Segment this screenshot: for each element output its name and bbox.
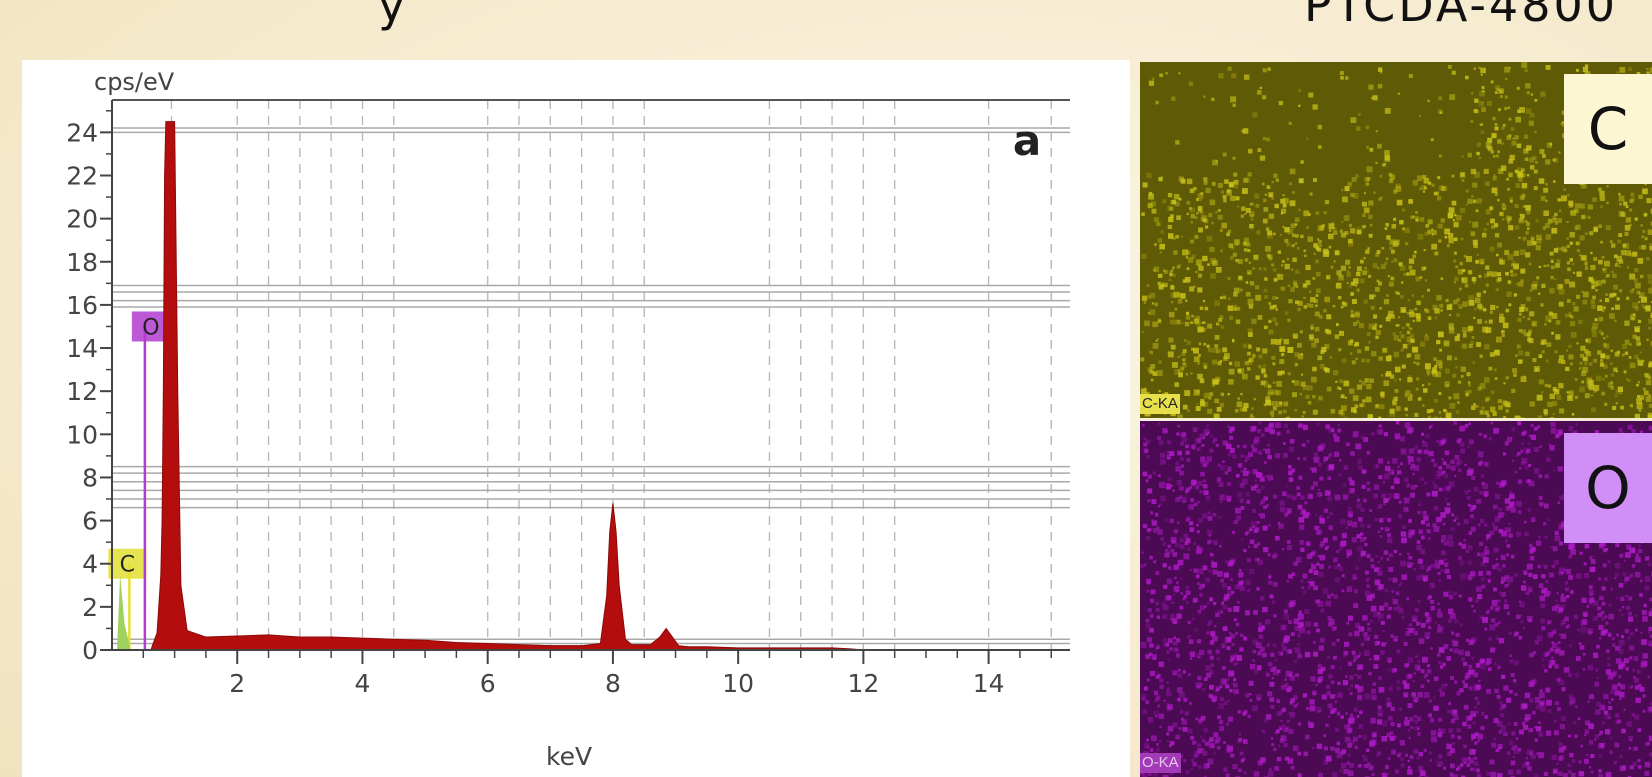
y-tick-label-12: 24 [66, 118, 98, 147]
y-tick-label-9: 18 [66, 248, 98, 277]
oxygen-map-tag: O [1564, 433, 1652, 543]
sample-label: PTCDA-4800 [1304, 0, 1618, 32]
oxygen-map-panel: O O-KA [1140, 421, 1652, 777]
element-marker-label-c: C [120, 553, 135, 578]
y-axis-label: cps/eV [94, 68, 175, 96]
y-tick-label-8: 16 [66, 291, 98, 320]
y-tick-label-10: 20 [66, 205, 98, 234]
panel-label: a [1013, 116, 1041, 165]
oxygen-ka-label: O-KA [1140, 753, 1181, 773]
y-tick-label-5: 10 [66, 420, 98, 449]
x-tick-label-3: 8 [605, 669, 621, 698]
element-marker-box-c [108, 548, 147, 579]
carbon-map-tag: C [1564, 74, 1652, 184]
eds-spectrum-panel: C O 0 2 4 6 8 10 12 14 16 18 20 22 24 2 4 6 8 10 12 14 cps/eV k… [22, 60, 1130, 777]
x-tick-label-2: 6 [480, 669, 496, 698]
carbon-ka-label: C-KA [1140, 394, 1180, 414]
y-tick-label-2: 4 [82, 550, 98, 579]
x-axis-label: keV [546, 742, 592, 771]
carbon-peak-fill [117, 574, 131, 650]
x-tick-label-5: 12 [847, 669, 879, 698]
y-tick-label-11: 22 [66, 161, 98, 190]
y-tick-label-7: 14 [66, 334, 98, 363]
element-marker-label-o: O [142, 315, 159, 340]
y-tick-label-1: 2 [82, 593, 98, 622]
x-tick-label-1: 4 [355, 669, 371, 698]
page-heading-fragment: y [378, 0, 409, 32]
carbon-map-panel: C C-KA [1140, 62, 1652, 418]
y-tick-label-4: 8 [82, 463, 98, 492]
x-tick-label-4: 10 [722, 669, 754, 698]
spectrum-area [115, 121, 1052, 651]
y-tick-label-3: 6 [82, 507, 98, 536]
x-tick-label-0: 2 [229, 669, 245, 698]
y-tick-label-6: 12 [66, 377, 98, 406]
x-tick-label-6: 14 [973, 669, 1005, 698]
y-tick-label-0: 0 [82, 636, 98, 665]
